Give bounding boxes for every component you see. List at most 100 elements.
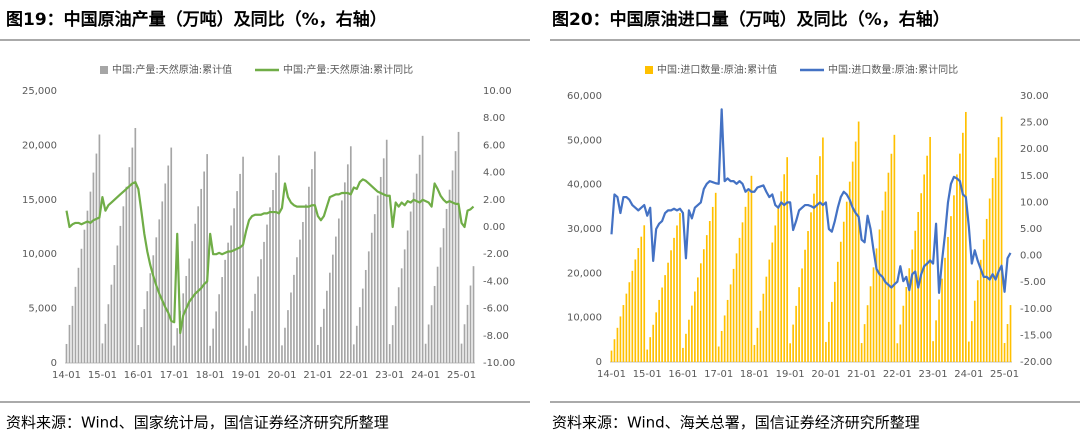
bar xyxy=(421,135,424,363)
bar xyxy=(911,249,914,362)
x-tick-label: 24-01 xyxy=(411,370,440,381)
bar xyxy=(881,210,884,362)
x-tick-label: 16-01 xyxy=(668,369,697,380)
bar xyxy=(269,207,271,363)
bar xyxy=(747,191,750,362)
bar xyxy=(699,263,702,362)
bar xyxy=(938,299,940,362)
bar xyxy=(352,344,355,363)
legend-label: 中国:进口数量:原油:累计同比 xyxy=(828,63,958,76)
bar xyxy=(828,321,830,362)
line xyxy=(610,108,1012,294)
bar xyxy=(944,257,946,362)
x-tick-label: 16-01 xyxy=(124,370,153,381)
bar xyxy=(929,136,931,362)
bar xyxy=(209,345,211,363)
y-tick-label: 40,000 xyxy=(567,180,602,191)
bar xyxy=(337,218,340,363)
bar xyxy=(155,237,158,363)
bar xyxy=(610,350,613,362)
bar xyxy=(792,324,794,362)
y-tick-label: 25,000 xyxy=(22,86,57,97)
bar xyxy=(77,267,80,363)
bar xyxy=(741,222,744,362)
bar xyxy=(825,341,827,362)
legend-label: 中国:产量:天然原油:累计值 xyxy=(112,63,232,76)
bar xyxy=(397,287,400,363)
bar xyxy=(619,316,622,362)
bar xyxy=(275,172,277,363)
bar xyxy=(798,287,800,362)
bar xyxy=(836,261,839,362)
bar xyxy=(382,158,385,363)
y2-tick-label: 5.00 xyxy=(1020,224,1042,235)
bar xyxy=(875,248,878,362)
bar xyxy=(409,211,412,363)
bar xyxy=(661,287,663,362)
bar xyxy=(744,206,747,362)
bar xyxy=(68,324,71,363)
bar xyxy=(652,324,655,362)
bar xyxy=(634,259,637,362)
bar xyxy=(979,259,982,362)
bar xyxy=(753,344,756,362)
bar xyxy=(418,154,421,363)
bar xyxy=(320,326,322,363)
bar xyxy=(221,277,223,363)
bar xyxy=(80,248,83,363)
bar xyxy=(89,191,92,363)
bar xyxy=(448,189,451,363)
bar xyxy=(287,310,289,363)
bar xyxy=(673,237,675,362)
bar xyxy=(970,321,973,362)
y2-tick-label: 2.00 xyxy=(483,195,505,206)
bar xyxy=(146,291,149,363)
bar xyxy=(720,330,723,362)
bar xyxy=(227,242,229,363)
bar xyxy=(454,151,457,363)
y2-tick-label: 8.00 xyxy=(483,113,505,124)
bar xyxy=(935,320,937,362)
y2-tick-label: -4.00 xyxy=(483,276,509,287)
bar xyxy=(311,169,313,363)
chart-title: 图20：中国原油进口量（万吨）及同比（%，右轴） xyxy=(552,9,950,30)
bar xyxy=(403,249,406,363)
bar xyxy=(902,305,905,362)
bar xyxy=(469,285,472,363)
y-tick-label: 10,000 xyxy=(22,249,57,260)
x-tick-label: 24-01 xyxy=(954,369,983,380)
bar xyxy=(104,323,107,363)
bar xyxy=(179,310,182,363)
bar xyxy=(667,262,669,362)
bar xyxy=(685,333,687,362)
bar xyxy=(191,241,194,363)
bar xyxy=(762,293,765,362)
bar xyxy=(358,307,361,363)
bar xyxy=(807,231,809,362)
bar xyxy=(197,206,200,363)
y2-tick-label: 25.00 xyxy=(1020,118,1049,129)
bar xyxy=(670,250,672,362)
y-tick-label: 15,000 xyxy=(22,195,57,206)
bar xyxy=(272,190,274,363)
bar xyxy=(771,242,774,362)
bar xyxy=(233,208,235,363)
y2-tick-label: 6.00 xyxy=(483,140,505,151)
x-tick-label: 23-01 xyxy=(919,369,948,380)
bar xyxy=(131,147,134,363)
bar xyxy=(95,153,98,363)
source: 资料来源：Wind、海关总署，国信证券经济研究所整理 xyxy=(552,414,920,432)
y2-tick-label: -5.00 xyxy=(1020,277,1046,288)
bar xyxy=(278,155,280,363)
bar xyxy=(962,132,964,362)
source: 资料来源：Wind、国家统计局，国信证券经济研究所整理 xyxy=(6,414,389,432)
bar xyxy=(379,176,382,363)
bar xyxy=(953,195,955,362)
bar xyxy=(299,239,301,363)
bar xyxy=(863,324,866,362)
bar xyxy=(649,337,652,362)
y-tick-label: 50,000 xyxy=(567,135,602,146)
bar xyxy=(248,328,250,363)
bar xyxy=(296,257,298,363)
